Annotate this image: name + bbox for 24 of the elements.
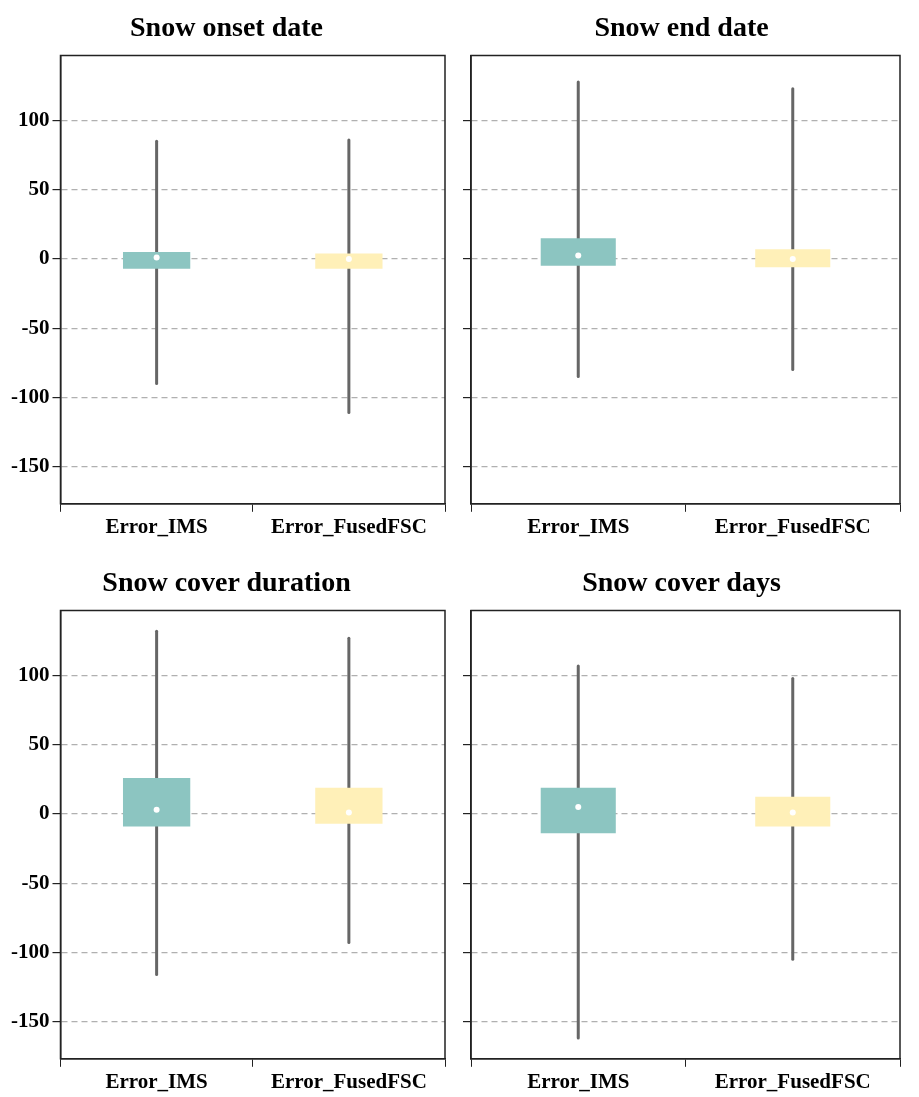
- y-tick-label: 0: [38, 800, 50, 825]
- y-tick-label: -100: [10, 383, 50, 408]
- x-tick-label: Error_FusedFSC: [270, 513, 427, 538]
- x-tick-label: Error_FusedFSC: [714, 1068, 871, 1093]
- y-tick-label: 50: [28, 176, 50, 201]
- x-tick-label: Error_IMS: [527, 1068, 630, 1093]
- y-tick-label: 0: [38, 245, 50, 270]
- chart-title: Snow end date: [594, 11, 769, 43]
- chart-title: Snow cover days: [582, 566, 781, 598]
- y-tick-label: -50: [21, 869, 50, 894]
- y-tick-label: -150: [10, 452, 50, 477]
- chart-title: Snow cover duration: [102, 566, 352, 598]
- chart-title: Snow onset date: [130, 11, 323, 43]
- y-tick-label: -50: [21, 314, 50, 339]
- y-tick-label: -100: [10, 938, 50, 963]
- y-tick-label: 50: [28, 731, 50, 756]
- y-tick-label: 100: [17, 107, 50, 132]
- x-tick-label: Error_FusedFSC: [270, 1068, 427, 1093]
- y-tick-label: -150: [10, 1007, 50, 1032]
- x-tick-label: Error_FusedFSC: [714, 513, 871, 538]
- x-tick-label: Error_IMS: [527, 513, 630, 538]
- x-tick-label: Error_IMS: [105, 513, 208, 538]
- x-tick-label: Error_IMS: [105, 1068, 208, 1093]
- y-tick-label: 100: [17, 662, 50, 687]
